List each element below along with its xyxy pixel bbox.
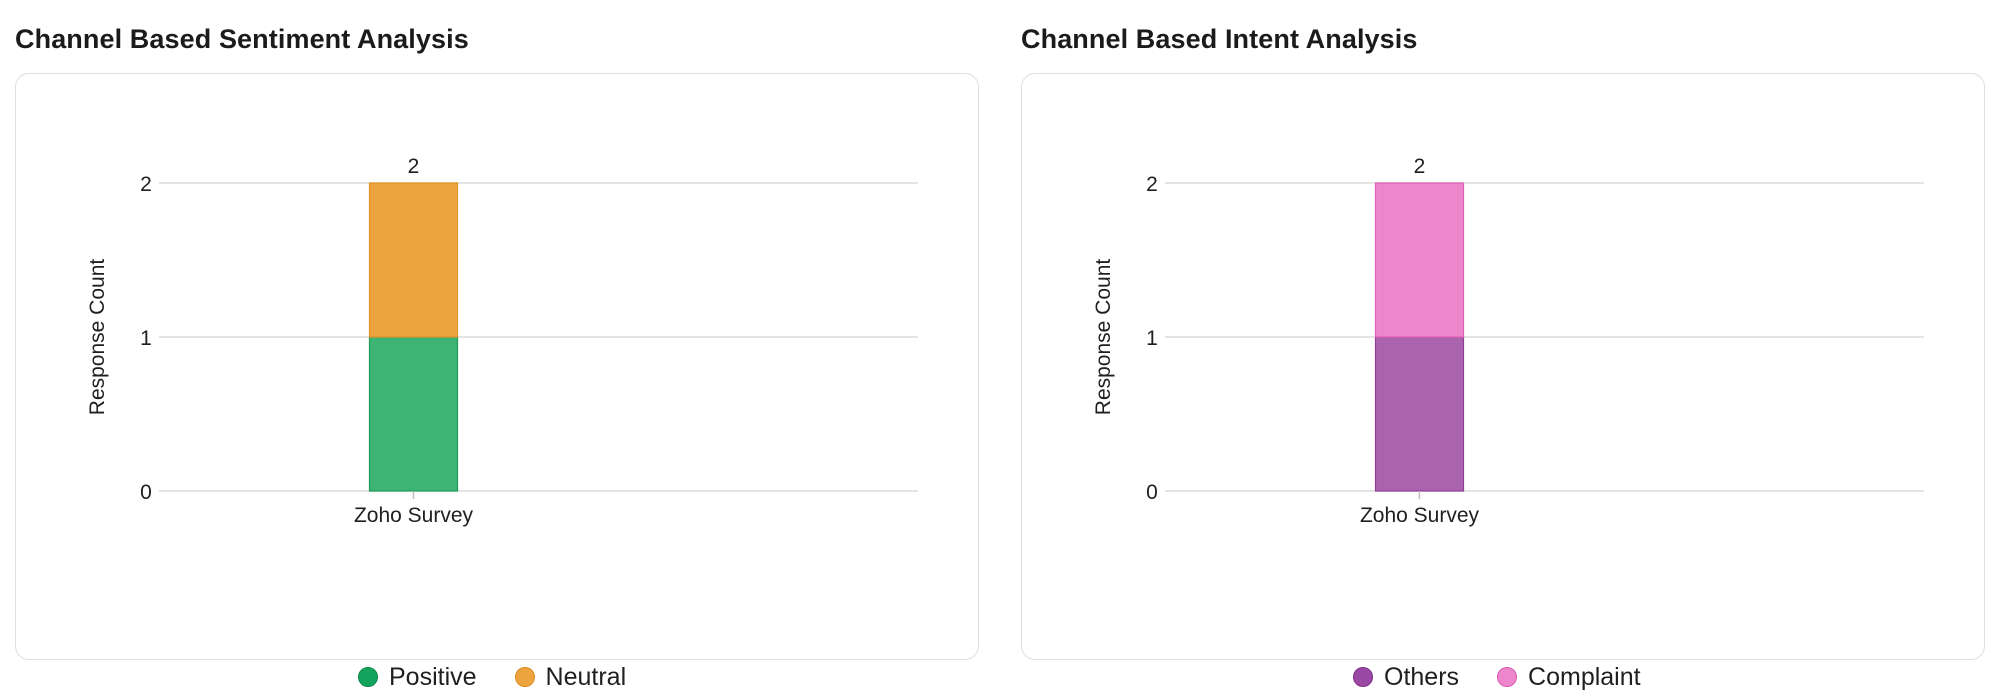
intent-chart-card: 0 1 2 Response Count 2 Zoho Survey Others Com… <box>1021 73 1985 691</box>
y-axis-label: Response Count <box>86 259 109 416</box>
y-tick-label: 2 <box>1146 173 1158 196</box>
positive-swatch-icon <box>358 667 378 687</box>
y-tick-label: 2 <box>140 173 152 196</box>
legend-item-others[interactable]: Others <box>1353 663 1459 692</box>
intent-legend: Others Complaint <box>1353 659 1641 695</box>
bar-segment <box>1374 336 1465 492</box>
bar-total-label: 2 <box>1414 155 1426 178</box>
complaint-swatch-icon <box>1497 667 1518 687</box>
legend-label-others: Others <box>1384 662 1460 691</box>
y-tick-label: 0 <box>1146 481 1158 504</box>
y-tick-label: 0 <box>140 481 152 504</box>
bar-total-label: 2 <box>408 155 420 178</box>
bar-segment <box>1374 182 1465 338</box>
legend-item-positive[interactable]: Positive <box>358 663 477 692</box>
legend-item-neutral[interactable]: Neutral <box>514 662 627 692</box>
x-tick-label: Zoho Survey <box>1360 504 1480 527</box>
bar-segment <box>368 336 459 492</box>
legend-label-neutral: Neutral <box>545 662 627 691</box>
y-tick-label: 1 <box>140 327 152 350</box>
neutral-swatch-icon <box>514 667 535 687</box>
legend-item-complaint[interactable]: Complaint <box>1497 663 1641 692</box>
legend-label-positive: Positive <box>389 662 477 691</box>
y-tick-label: 1 <box>1146 327 1158 350</box>
intent-chart-svg: 0 1 2 Response Count 2 Zoho Survey <box>1092 155 1924 527</box>
x-tick-label: Zoho Survey <box>354 504 474 527</box>
sentiment-chart-svg: 0 1 2 Response Count 2 Zoho Survey <box>86 155 918 527</box>
others-swatch-icon <box>1353 667 1373 687</box>
sentiment-chart-card: 0 1 2 Response Count 2 Zoho Survey Positive N… <box>15 73 979 691</box>
sentiment-legend: Positive Neutral <box>358 659 626 695</box>
bar-segment <box>368 182 459 338</box>
intent-chart-title: Channel Based Intent Analysis <box>1021 24 1418 54</box>
y-axis-label: Response Count <box>1092 259 1115 416</box>
legend-label-complaint: Complaint <box>1528 662 1641 691</box>
sentiment-chart-title: Channel Based Sentiment Analysis <box>15 24 469 54</box>
